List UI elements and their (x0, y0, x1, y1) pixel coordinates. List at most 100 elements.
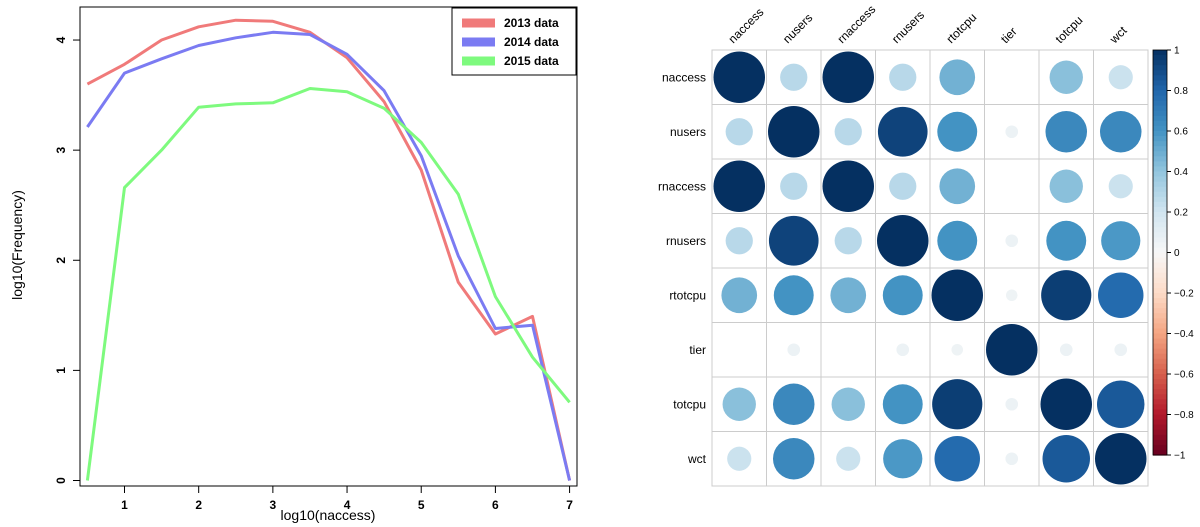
x-tick-label: 1 (121, 498, 128, 512)
correlation-circle (772, 437, 815, 480)
correlation-circle (768, 106, 820, 158)
matrix-cell (984, 158, 1040, 214)
line-plot-frame (79, 6, 578, 487)
colorbar-segment (1153, 353, 1167, 360)
colorbar-segment (1153, 181, 1167, 188)
correlation-circle (1005, 234, 1019, 248)
colorbar-segment (1153, 287, 1167, 294)
correlation-circle (889, 172, 917, 200)
colorbar-segment (1153, 161, 1167, 168)
colorbar-segment (1153, 110, 1167, 117)
colorbar-segment (1153, 227, 1167, 233)
colorbar: 1 0.8 0.6 0.4 0.2 0 −0.2 −0.4 −0.6 −0.8 −1 (1152, 46, 1194, 462)
correlation-circle (1005, 289, 1018, 302)
correlation-circle (713, 160, 765, 212)
colorbar-segment (1153, 206, 1167, 213)
colorbar-segment (1153, 55, 1167, 61)
colorbar-segment (1153, 90, 1167, 97)
colorbar-segment (1153, 50, 1167, 56)
colorbar-segment (1153, 136, 1167, 142)
y-tick-label: 3 (54, 146, 68, 153)
correlation-circle (721, 277, 758, 314)
colorbar-segment (1153, 293, 1167, 299)
row-label: wct (687, 452, 707, 466)
correlation-matrix: naccess nusers rnaccess rnusers rtotcpu tier t… (658, 2, 1194, 487)
correlation-circle (1049, 169, 1083, 203)
correlation-circle (727, 446, 752, 471)
colorbar-segment (1153, 348, 1167, 355)
colorbar-segment (1153, 303, 1167, 309)
colorbar-tick-label: −1 (1174, 451, 1186, 462)
colorbar-segment (1153, 131, 1167, 137)
correlation-circle (934, 436, 980, 482)
y-axis-ticks: 0 1 2 3 4 (54, 36, 80, 484)
y-axis-title: log10(Frequency) (9, 190, 25, 300)
correlation-circle (882, 275, 923, 316)
colorbar-tick-label: −0.8 (1174, 410, 1194, 421)
colorbar-segment (1153, 424, 1167, 431)
colorbar-segment (1153, 115, 1167, 122)
colorbar-segment (1153, 333, 1167, 340)
colorbar-segment (1153, 394, 1167, 400)
column-label: rtotcpu (943, 10, 979, 46)
colorbar-segment (1153, 368, 1167, 375)
correlation-circle (986, 324, 1038, 376)
colorbar-tick-label: 0 (1174, 248, 1180, 259)
colorbar-segment (1153, 141, 1167, 147)
colorbar-segment (1153, 298, 1167, 304)
legend-label-1: 2013 data (504, 16, 559, 30)
colorbar-segment (1153, 404, 1167, 411)
colorbar-segment (1153, 166, 1167, 173)
colorbar-segment (1153, 105, 1167, 112)
correlation-circle (1114, 343, 1128, 357)
colorbar-segment (1153, 196, 1167, 203)
correlation-circle (1040, 378, 1092, 430)
correlation-circle (780, 172, 808, 200)
correlation-circle (1042, 435, 1090, 483)
series-line-2 (86, 30, 572, 481)
correlation-circle (1097, 380, 1145, 428)
row-label: rnaccess (658, 179, 706, 193)
colorbar-segment (1153, 267, 1167, 274)
colorbar-segment (1153, 384, 1167, 390)
colorbar-segment (1153, 186, 1167, 193)
correlation-circle (787, 343, 801, 357)
legend: 2013 data 2014 data 2015 data (451, 7, 577, 76)
colorbar-segment (1153, 247, 1167, 254)
correlation-circle (1108, 65, 1133, 90)
colorbar-segment (1153, 374, 1167, 380)
colorbar-tick-label: 0.6 (1174, 127, 1188, 138)
correlation-circle (834, 227, 862, 255)
y-tick-label: 4 (54, 36, 68, 43)
colorbar-segment (1153, 222, 1167, 228)
colorbar-segment (1153, 318, 1167, 324)
row-label: tier (689, 343, 706, 357)
correlation-circle (937, 111, 978, 152)
row-label: naccess (662, 70, 706, 84)
correlation-circle (768, 215, 819, 266)
correlation-circle (1095, 433, 1147, 485)
correlation-circle (713, 51, 765, 103)
column-label: totcpu (1052, 13, 1085, 46)
x-tick-label: 4 (344, 498, 351, 512)
correlation-circle (1045, 110, 1088, 153)
colorbar-segment (1153, 449, 1167, 456)
colorbar-segment (1153, 313, 1167, 319)
correlation-circle (831, 387, 865, 421)
x-tick-label: 5 (418, 498, 425, 512)
y-tick-label: 2 (54, 257, 68, 264)
colorbar-segment (1153, 252, 1167, 259)
colorbar-segment (1153, 191, 1167, 198)
colorbar-segment (1153, 60, 1167, 66)
correlation-circle (822, 160, 874, 212)
correlation-circle (939, 168, 976, 205)
colorbar-segment (1153, 100, 1167, 107)
colorbar-segment (1153, 282, 1167, 289)
correlation-circle (780, 63, 808, 91)
colorbar-segment (1153, 308, 1167, 314)
matrix-cell (711, 322, 767, 378)
line-series-group (85, 18, 572, 481)
correlation-circle (1005, 452, 1019, 466)
correlation-circle (1101, 221, 1141, 261)
